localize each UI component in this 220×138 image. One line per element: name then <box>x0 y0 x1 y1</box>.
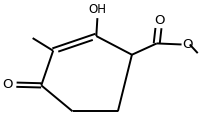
Text: OH: OH <box>88 3 106 16</box>
Text: O: O <box>3 78 13 91</box>
Text: O: O <box>154 14 165 27</box>
Text: O: O <box>183 38 193 51</box>
